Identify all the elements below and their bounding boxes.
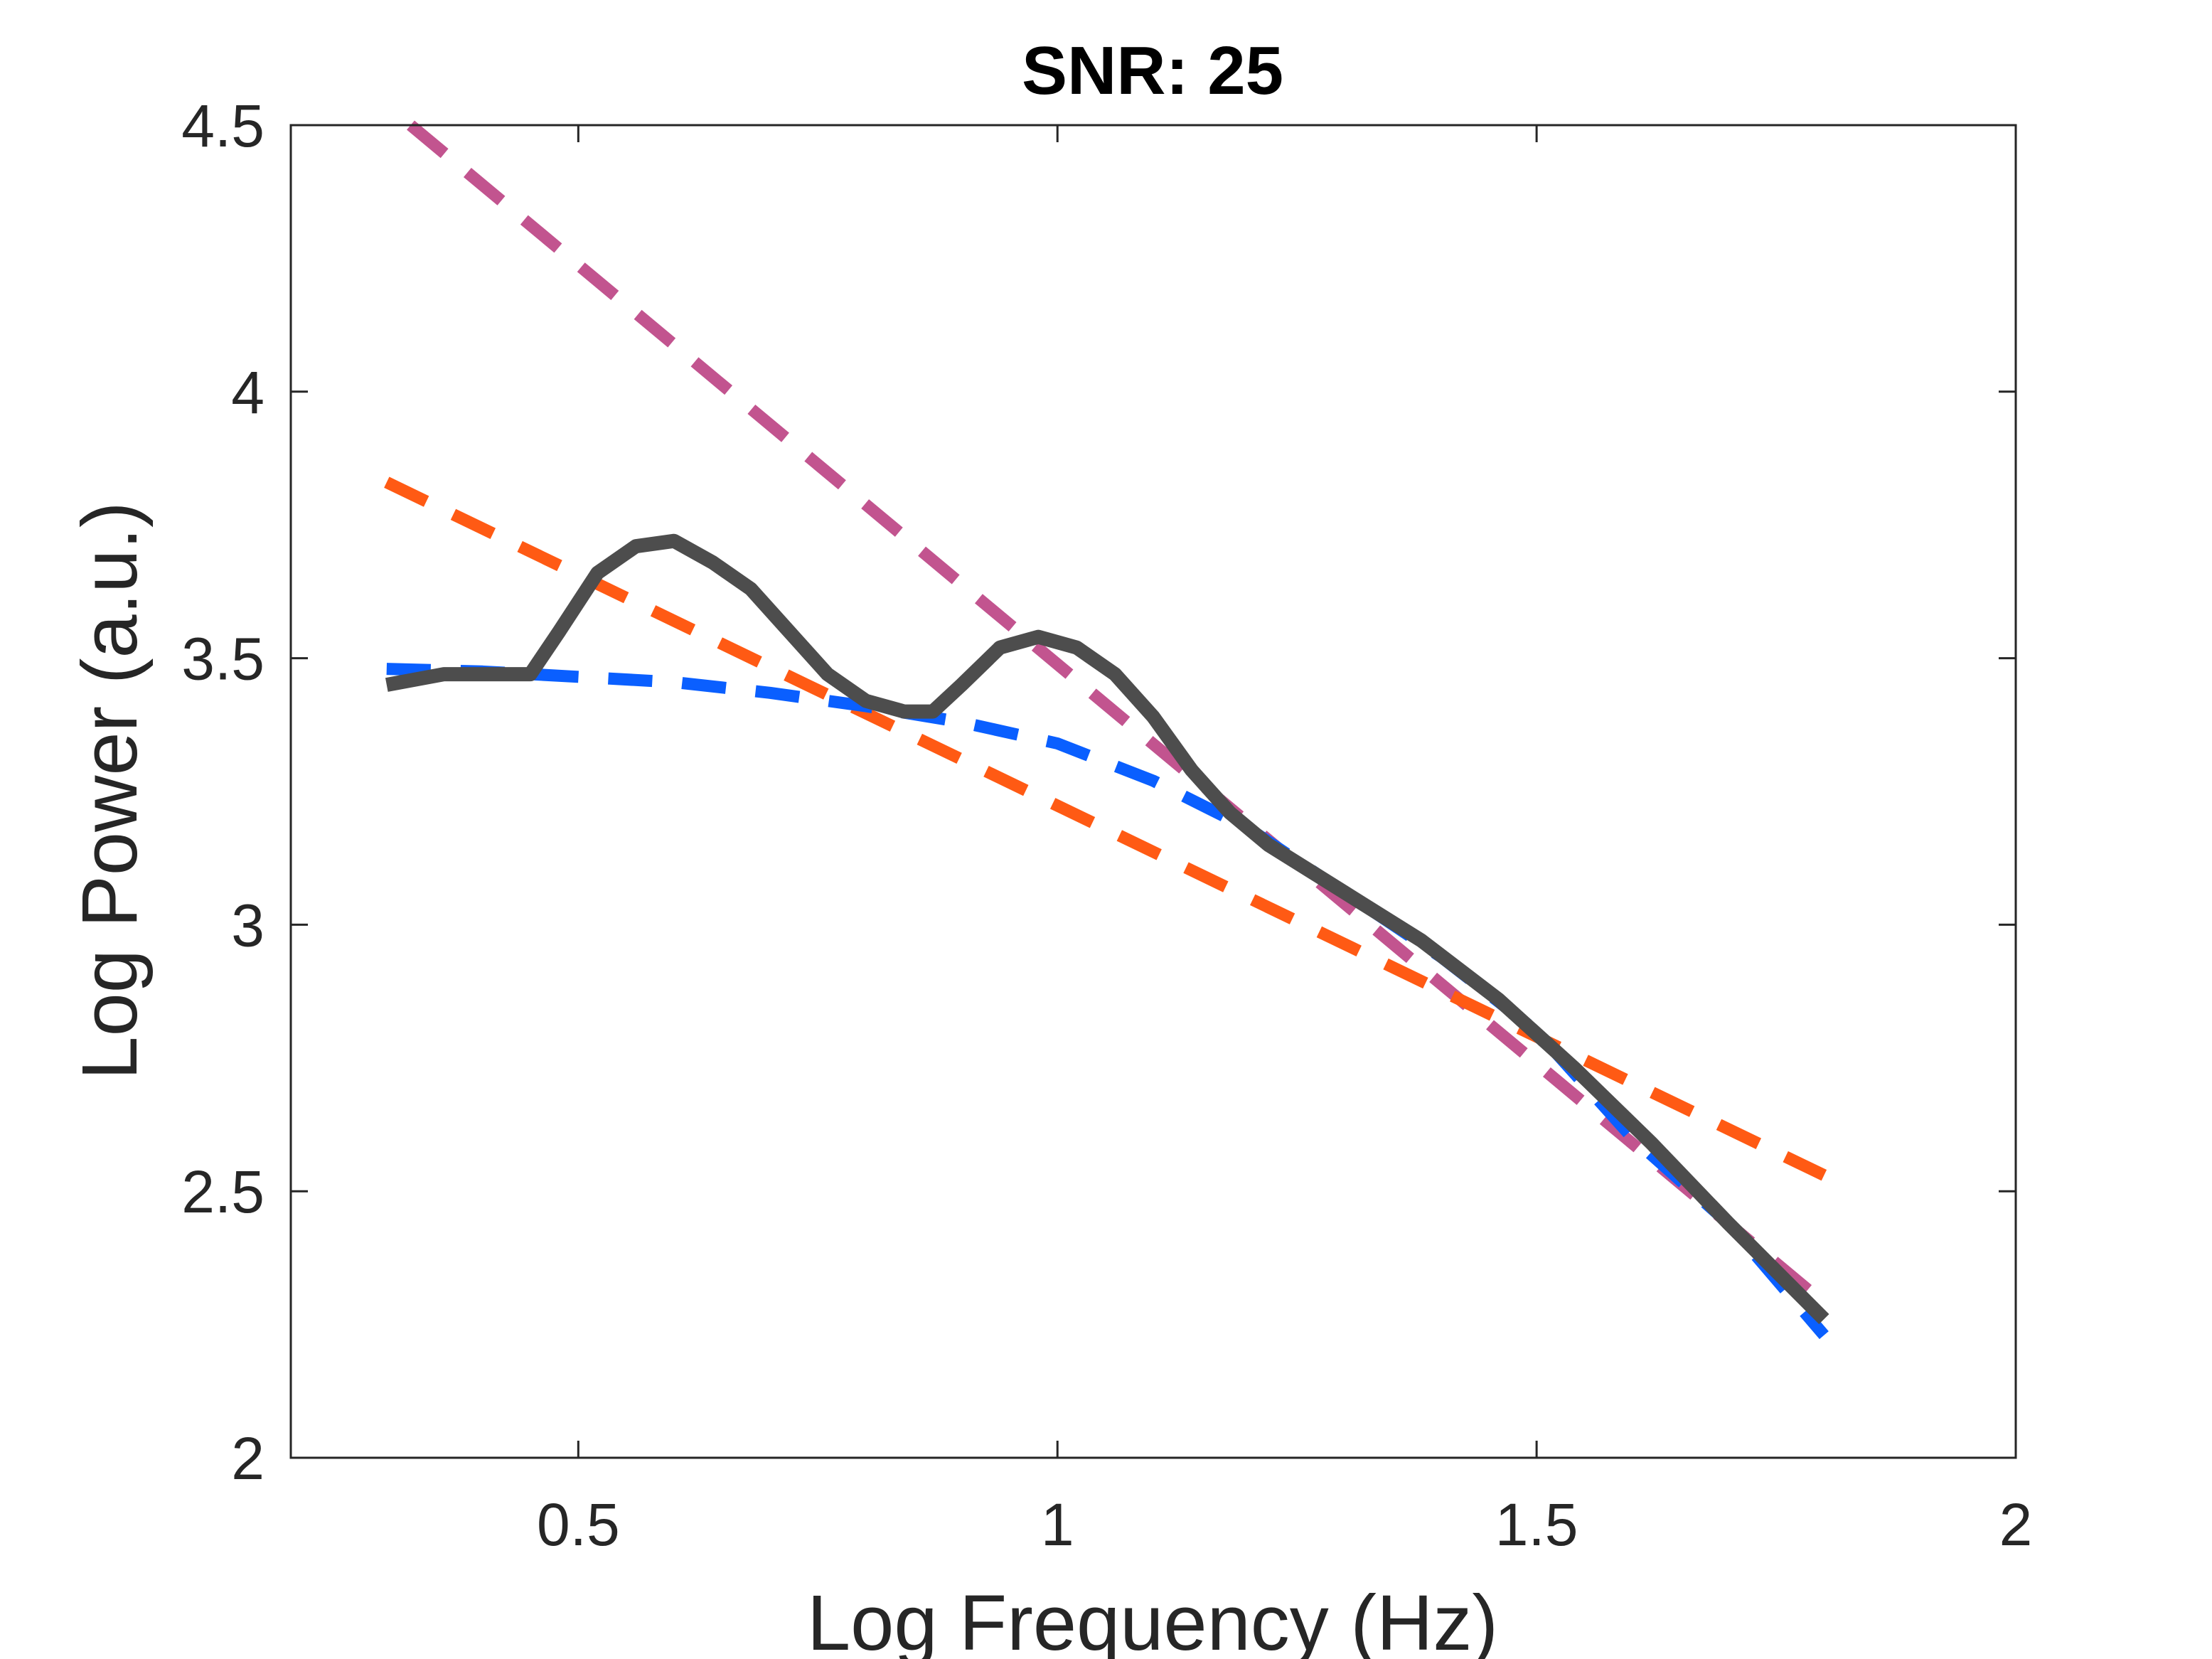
y-tick-label: 2	[231, 1425, 265, 1492]
x-tick-label: 1.5	[1495, 1491, 1578, 1558]
x-axis-title: Log Frequency (Hz)	[807, 1579, 1498, 1659]
chart-title: SNR: 25	[1022, 33, 1283, 109]
series-line-power-spectrum	[385, 533, 1829, 1325]
y-axis-title: Log Power (a.u.)	[66, 501, 154, 1079]
x-tick-label: 1	[1041, 1491, 1074, 1558]
series-layer	[384, 120, 1829, 1340]
x-tick-label: 0.5	[537, 1491, 620, 1558]
y-tick-label: 3.5	[181, 626, 265, 693]
plot-frame	[289, 124, 2017, 1459]
axes-layer: 0.5 1 1.5 2 2 2.5 3 3.5 4 4.5	[181, 92, 2032, 1558]
y-tick-label: 4.5	[181, 92, 265, 159]
y-tick-label: 4	[231, 359, 265, 426]
y-tick-label: 3	[231, 892, 265, 959]
x-tick-label: 2	[1999, 1491, 2033, 1558]
series-line-blue-dashed-fit	[386, 663, 1829, 1340]
series-line-magenta-dashed-fit	[407, 120, 1828, 1308]
y-tick-label: 2.5	[181, 1158, 265, 1225]
